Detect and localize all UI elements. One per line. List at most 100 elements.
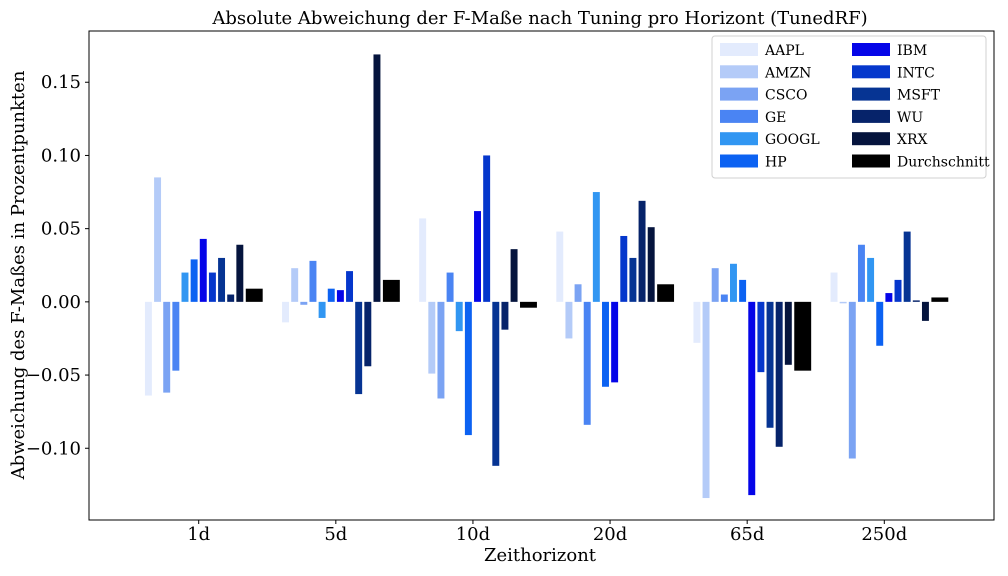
bar-xrx-10d (510, 249, 518, 302)
bar-durchschnitt-5d (382, 279, 400, 302)
bar-ge-5d (309, 260, 317, 302)
bar-durchschnitt-10d (520, 301, 537, 308)
bar-amzn-1d (154, 177, 162, 302)
bar-ibm-250d (885, 293, 893, 302)
bar-googl-10d (455, 301, 463, 332)
legend-label: GOOGL (765, 132, 820, 148)
bar-hp-10d (464, 301, 472, 436)
bar-googl-250d (867, 257, 875, 302)
bar-aapl-20d (556, 231, 564, 302)
bar-msft-250d (903, 231, 911, 302)
legend-swatch (720, 154, 758, 168)
bar-ibm-1d (199, 238, 207, 302)
bar-csco-10d (437, 301, 445, 399)
legend-label: GE (765, 110, 786, 126)
legend-label: AAPL (764, 43, 804, 59)
bar-ge-20d (583, 301, 591, 425)
legend-swatch (852, 132, 890, 146)
legend-frame (711, 35, 987, 179)
bar-intc-10d (483, 155, 491, 302)
bar-hp-1d (190, 259, 198, 302)
bar-intc-250d (894, 279, 902, 302)
x-axis: 1d 5d 10d 20d 65d 250d (187, 520, 907, 545)
bar-ge-10d (446, 272, 454, 302)
chart-title: Absolute Abweichung der F-Maße nach Tuni… (211, 8, 867, 29)
bar-xrx-1d (236, 244, 244, 302)
bar-googl-5d (318, 301, 326, 318)
legend-label: INTC (897, 65, 935, 81)
bar-ge-250d (857, 244, 865, 302)
y-tick-label: 0.10 (41, 145, 81, 166)
bar-wu-250d (912, 300, 920, 302)
bar-xrx-250d (921, 301, 929, 321)
bar-intc-1d (208, 272, 216, 302)
legend-swatch (852, 43, 890, 56)
y-tick-label: 0.15 (41, 72, 81, 93)
bar-amzn-20d (565, 301, 573, 339)
bar-ge-1d (172, 301, 180, 371)
bar-ge-65d (720, 294, 728, 302)
bar-aapl-1d (144, 301, 152, 396)
bar-ibm-5d (336, 290, 344, 302)
bar-msft-20d (629, 257, 637, 302)
bar-googl-20d (592, 192, 600, 302)
bar-msft-65d (766, 301, 774, 428)
bar-csco-20d (574, 284, 582, 302)
bar-ibm-20d (611, 301, 619, 383)
bar-aapl-65d (693, 301, 701, 343)
bar-amzn-250d (839, 301, 847, 304)
bar-hp-250d (876, 301, 884, 346)
x-axis-label: Zeithorizont (484, 545, 597, 566)
bar-xrx-65d (784, 301, 792, 365)
bar-intc-65d (757, 301, 765, 373)
x-tick-label: 1d (187, 524, 210, 545)
bar-hp-20d (602, 301, 609, 387)
bar-csco-5d (300, 301, 308, 305)
bar-aapl-5d (282, 301, 290, 323)
y-tick-label: −0.05 (26, 365, 81, 386)
y-tick-label: −0.10 (26, 438, 81, 459)
bar-durchschnitt-250d (931, 297, 949, 302)
plot-frame (88, 30, 995, 521)
bar-amzn-10d (428, 301, 436, 374)
y-axis-label: Abweichung des F-Maßes in Prozentpunkten (8, 70, 29, 480)
legend-label: MSFT (897, 88, 941, 104)
bar-aapl-10d (419, 218, 427, 302)
y-axis: −0.10 −0.05 0.00 0.05 0.10 0.15 (26, 72, 89, 459)
bar-amzn-5d (291, 268, 299, 302)
bar-wu-20d (638, 200, 646, 302)
x-tick-label: 10d (456, 524, 490, 545)
x-tick-label: 250d (861, 524, 907, 545)
x-tick-label: 65d (730, 524, 764, 545)
bar-ibm-10d (474, 211, 481, 302)
bar-wu-1d (227, 294, 235, 302)
bar-msft-5d (355, 301, 363, 395)
x-tick-label: 20d (593, 524, 627, 545)
legend-label: HP (765, 155, 787, 171)
legend-label: AMZN (764, 65, 811, 81)
bar-intc-5d (346, 271, 354, 302)
bar-csco-1d (163, 301, 171, 393)
bar-durchschnitt-65d (794, 301, 812, 371)
bar-xrx-5d (373, 54, 381, 302)
legend-label: CSCO (765, 88, 808, 104)
bar-ibm-65d (748, 301, 756, 496)
legend-swatch (720, 132, 758, 146)
bar-aapl-250d (830, 272, 838, 302)
bar-csco-65d (711, 268, 719, 302)
y-tick-label: 0.00 (41, 292, 81, 313)
bar-googl-1d (181, 272, 189, 302)
legend-swatch (720, 65, 758, 79)
bar-amzn-65d (702, 301, 710, 499)
bar-durchschnitt-20d (657, 284, 675, 302)
y-tick-label: 0.05 (41, 219, 81, 240)
legend-label: XRX (897, 132, 928, 148)
bar-wu-65d (775, 301, 783, 447)
legend-swatch (720, 43, 758, 56)
bar-wu-10d (501, 301, 509, 330)
bar-hp-5d (327, 288, 335, 302)
legend: AAPL AMZN CSCO GE GOOGL HP IBM INTC MSFT WU XRX Dur… (711, 35, 990, 179)
bar-xrx-20d (647, 227, 655, 302)
bar-hp-65d (739, 279, 747, 302)
